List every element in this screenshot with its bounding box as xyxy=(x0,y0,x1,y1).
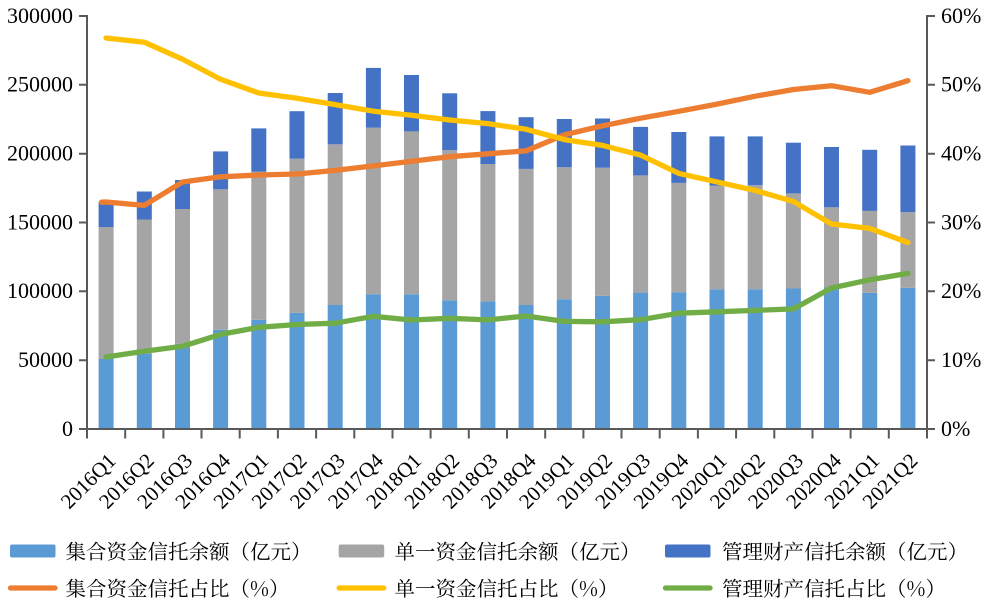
svg-text:20%: 20% xyxy=(941,278,981,303)
svg-text:30%: 30% xyxy=(941,209,981,234)
svg-text:0: 0 xyxy=(62,416,73,441)
svg-text:0%: 0% xyxy=(941,416,970,441)
svg-text:100000: 100000 xyxy=(7,278,73,303)
svg-text:150000: 150000 xyxy=(7,209,73,234)
svg-text:10%: 10% xyxy=(941,347,981,372)
svg-text:60%: 60% xyxy=(941,3,981,28)
svg-text:40%: 40% xyxy=(941,141,981,166)
svg-text:50000: 50000 xyxy=(18,347,73,372)
svg-text:300000: 300000 xyxy=(7,3,73,28)
svg-text:250000: 250000 xyxy=(7,72,73,97)
svg-text:200000: 200000 xyxy=(7,141,73,166)
svg-text:50%: 50% xyxy=(941,72,981,97)
